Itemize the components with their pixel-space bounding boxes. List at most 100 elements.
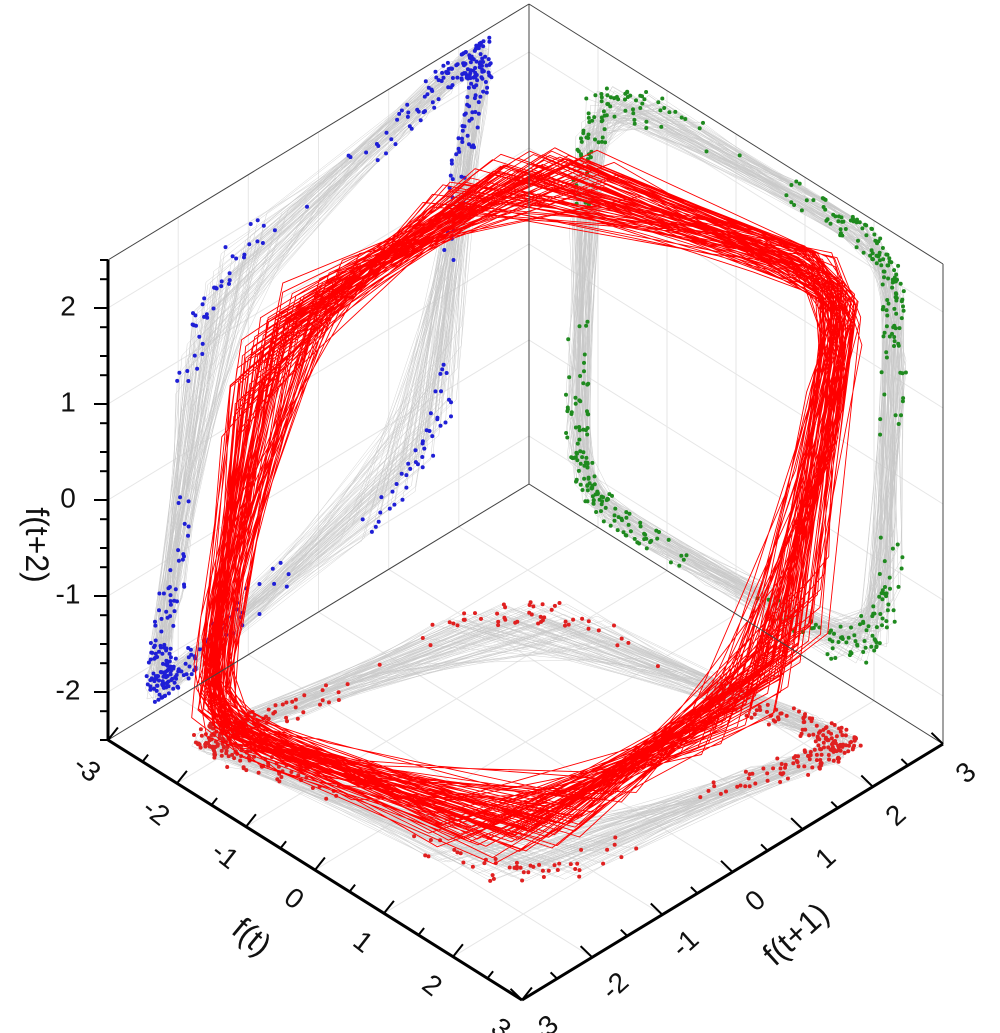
projection-point-floor (817, 737, 822, 742)
projection-point-right (644, 546, 649, 551)
projection-point-right (901, 396, 906, 401)
projection-point-left (436, 78, 441, 83)
projection-point-right (863, 645, 868, 650)
projection-point-left (424, 428, 429, 433)
projection-point-right (880, 282, 885, 287)
projection-point-right (564, 392, 568, 397)
projection-point-right (838, 624, 843, 629)
z-axis-title: f(t+2) (19, 507, 55, 583)
projection-point-left (469, 54, 474, 59)
projection-point-left (175, 378, 180, 383)
projection-point-left (405, 102, 410, 107)
projection-point-right (811, 198, 816, 203)
projection-point-right (891, 608, 896, 613)
axis-ticks (94, 259, 944, 1001)
projection-point-floor (557, 601, 562, 605)
projection-point-right (659, 124, 664, 129)
projection-point-floor (826, 730, 831, 734)
projection-point-left (406, 110, 411, 115)
projection-point-right (657, 530, 661, 534)
projection-point-floor (775, 756, 780, 761)
projection-point-floor (807, 757, 812, 762)
projection-point-right (610, 493, 614, 498)
projection-point-right (901, 304, 905, 309)
projection-point-floor (596, 628, 601, 633)
projection-point-right (580, 455, 585, 460)
projection-point-left (436, 97, 441, 102)
projection-point-floor (826, 753, 831, 757)
projection-point-right (872, 648, 877, 653)
projection-point-right (573, 395, 578, 400)
projection-point-right (649, 538, 654, 543)
projection-point-left (420, 455, 425, 459)
projection-point-right (892, 339, 897, 344)
projection-point-left (159, 616, 164, 621)
projection-point-floor (212, 748, 216, 753)
y-tick-label: 3 (949, 756, 981, 789)
projection-point-right (608, 95, 613, 100)
projection-point-floor (836, 759, 841, 764)
projection-point-right (890, 546, 895, 551)
projection-point-left (270, 566, 275, 571)
projection-point-floor (738, 783, 743, 788)
projection-point-floor (542, 615, 547, 620)
projection-point-left (219, 284, 224, 289)
projection-point-right (854, 220, 859, 225)
projection-point-left (477, 61, 482, 66)
projection-point-left (200, 352, 205, 356)
projection-point-floor (818, 758, 823, 762)
projection-point-right (631, 111, 636, 116)
projection-point-left (418, 118, 423, 123)
projection-point-left (158, 645, 163, 650)
projection-point-right (579, 136, 583, 141)
projection-point-floor (256, 770, 261, 775)
projection-point-floor (420, 636, 425, 640)
projection-point-right (566, 337, 571, 342)
projection-point-floor (496, 623, 501, 628)
projection-point-floor (555, 868, 560, 872)
projection-point-floor (540, 868, 545, 873)
projection-point-left (257, 612, 262, 616)
projection-point-floor (284, 700, 289, 705)
projection-point-left (433, 69, 438, 74)
projection-point-right (877, 641, 882, 646)
projection-point-right (578, 482, 583, 487)
projection-point-left (487, 39, 492, 44)
y-tick (620, 928, 628, 937)
projection-point-right (588, 155, 593, 160)
projection-point-right (599, 502, 604, 507)
projection-point-floor (779, 711, 784, 716)
projection-point-left (440, 70, 445, 75)
x-tick (383, 900, 395, 914)
projection-point-right (852, 633, 857, 638)
projection-point-left (409, 126, 414, 131)
projection-point-right (565, 435, 570, 440)
projection-point-floor (806, 772, 811, 777)
projection-point-right (577, 398, 582, 403)
projection-point-floor (802, 764, 807, 769)
projection-point-left (168, 655, 173, 660)
y-tick-label: 0 (739, 884, 771, 917)
x-tick (210, 797, 218, 806)
projection-point-floor (800, 727, 805, 732)
projection-point-floor (776, 717, 781, 722)
projection-point-right (582, 352, 587, 357)
projection-point-left (168, 646, 173, 651)
projection-point-floor (811, 732, 816, 737)
projection-point-floor (844, 727, 849, 732)
projection-point-floor (619, 855, 624, 860)
projection-point-left (468, 68, 473, 73)
projection-point-left (272, 581, 277, 586)
projection-point-left (255, 218, 260, 223)
projection-point-left (483, 54, 488, 59)
projection-point-right (876, 239, 881, 244)
projection-point-right (582, 360, 586, 365)
projection-point-right (642, 97, 647, 102)
projection-point-right (884, 619, 889, 624)
projection-point-right (564, 431, 569, 435)
projection-point-floor (507, 865, 512, 870)
projection-point-right (638, 93, 643, 98)
projection-point-right (880, 623, 884, 628)
projection-point-left (168, 593, 173, 598)
